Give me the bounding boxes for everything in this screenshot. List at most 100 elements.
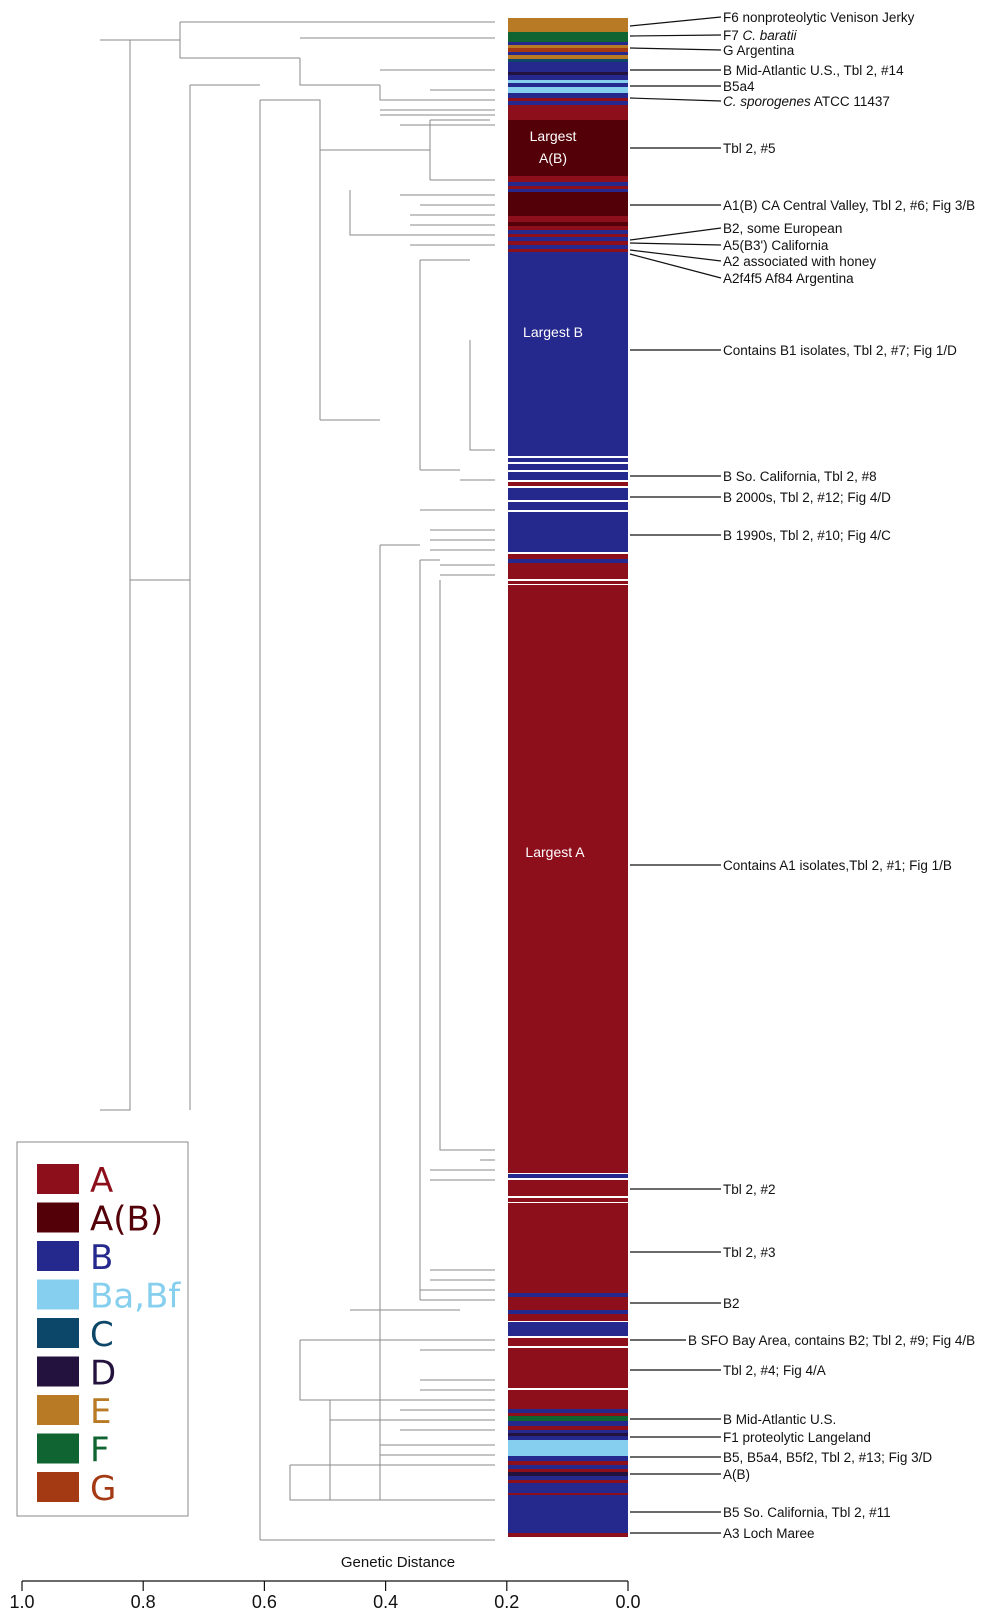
leaf-color-strip	[508, 18, 628, 1537]
strip-segment	[508, 1409, 628, 1413]
strip-segment	[508, 1487, 628, 1493]
axis-tick-label: 0.6	[252, 1592, 277, 1611]
annotation-leader-line	[629, 227, 722, 241]
axis-tick-label: 0.0	[615, 1592, 640, 1611]
clade-label-largest-a: Largest A	[525, 844, 585, 860]
strip-segment	[508, 568, 628, 572]
annotation-label: A2 associated with honey	[723, 254, 876, 269]
annotation-label: A3 Loch Maree	[723, 1526, 815, 1541]
strip-segment	[508, 226, 628, 230]
legend-swatch	[37, 1202, 79, 1233]
strip-segment	[508, 1469, 628, 1472]
legend-label: D	[90, 1354, 116, 1394]
strip-segment	[508, 1426, 628, 1430]
strip-segment	[508, 38, 628, 42]
strip-segment	[508, 1465, 628, 1469]
annotation-label: A(B)	[723, 1467, 750, 1482]
strip-segment	[508, 1495, 628, 1533]
strip-segment	[508, 464, 628, 470]
strip-segment	[508, 1461, 628, 1465]
strip-segment	[508, 48, 628, 52]
annotation-label: A1(B) CA Central Valley, Tbl 2, #6; Fig …	[723, 198, 975, 213]
legend-label: A	[90, 1161, 113, 1201]
strip-segment	[508, 98, 628, 101]
annotation-label: B5 So. California, Tbl 2, #11	[723, 1505, 891, 1520]
strip-segment	[508, 1416, 628, 1421]
annotation-label: F6 nonproteolytic Venison Jerky	[723, 10, 915, 25]
annotation-leader-line	[629, 242, 722, 246]
strip-segment	[508, 1390, 628, 1395]
strip-segment	[508, 216, 628, 222]
strip-segment	[508, 18, 628, 28]
strip-segment	[508, 554, 628, 559]
annotation-leader-line	[629, 249, 722, 262]
strip-segment	[508, 458, 628, 462]
strip-segment	[508, 28, 628, 32]
strip-segment	[508, 42, 628, 45]
legend-swatch	[37, 1164, 79, 1194]
annotation-leaders	[629, 16, 722, 1534]
strip-segment	[508, 1480, 628, 1483]
annotation-label: Tbl 2, #2	[723, 1182, 776, 1197]
strip-segment	[508, 1472, 628, 1476]
strip-segment	[508, 1430, 628, 1433]
strip-segment	[508, 488, 628, 500]
strip-segment	[508, 559, 628, 563]
annotation-leader-line	[629, 34, 722, 37]
legend-swatch	[37, 1472, 79, 1502]
axis-title: Genetic Distance	[341, 1554, 455, 1571]
strip-segment	[508, 249, 628, 252]
axis-tick-label: 1.0	[9, 1592, 34, 1611]
strip-segment	[508, 1203, 628, 1293]
strip-segment	[508, 502, 628, 510]
strip-segment	[508, 189, 628, 192]
annotation-label: Contains A1 isolates,Tbl 2, #1; Fig 1/B	[723, 858, 952, 873]
annotation-label: B2, some European	[723, 221, 842, 236]
annotation-label: F7 C. baratii	[723, 28, 798, 43]
legend-label: F	[90, 1431, 110, 1471]
strip-segment	[508, 572, 628, 579]
legend-label: E	[90, 1392, 111, 1432]
strip-segment	[508, 1297, 628, 1305]
strip-segment	[508, 1493, 628, 1495]
strip-segment	[508, 1174, 628, 1178]
strip-segment	[508, 93, 628, 98]
strip-segment	[508, 1305, 628, 1310]
legend-swatch	[37, 1279, 79, 1310]
strip-segment	[508, 1310, 628, 1314]
strip-segment	[508, 55, 628, 59]
strip-segment	[508, 1198, 628, 1202]
annotation-label: B So. California, Tbl 2, #8	[723, 469, 877, 484]
strip-segment	[508, 1405, 628, 1409]
strip-segment	[508, 512, 628, 552]
strip-segment	[508, 80, 628, 83]
annotation-label: B 2000s, Tbl 2, #12; Fig 4/D	[723, 490, 891, 505]
strip-segment	[508, 1413, 628, 1416]
strip-segment	[508, 1348, 628, 1388]
strip-segment	[508, 234, 628, 237]
strip-segment	[508, 1433, 628, 1436]
strip-segment	[508, 237, 628, 241]
axis-tick-label: 0.4	[373, 1592, 398, 1611]
clade-label-largest-ab-2: A(B)	[539, 150, 567, 166]
annotation-label: B5a4	[723, 79, 755, 94]
strip-segment	[508, 32, 628, 38]
annotation-leader-line	[629, 16, 722, 27]
annotation-leader-line	[629, 47, 722, 51]
strip-segment	[508, 72, 628, 75]
annotation-label: B Mid-Atlantic U.S., Tbl 2, #14	[723, 63, 904, 78]
strip-segment	[508, 1483, 628, 1487]
strip-segment	[508, 1476, 628, 1480]
strip-segment	[508, 472, 628, 480]
strip-segment	[508, 87, 628, 93]
strip-segment	[508, 1440, 628, 1456]
legend-swatch	[37, 1318, 79, 1348]
strip-segment	[508, 1322, 628, 1336]
axis-tick-label: 0.8	[131, 1592, 156, 1611]
annotation-label: B Mid-Atlantic U.S.	[723, 1412, 836, 1427]
annotation-label: A2f4f5 Af84 Argentina	[723, 271, 854, 286]
strip-segment	[508, 176, 628, 182]
legend-label: A(B)	[90, 1200, 163, 1240]
